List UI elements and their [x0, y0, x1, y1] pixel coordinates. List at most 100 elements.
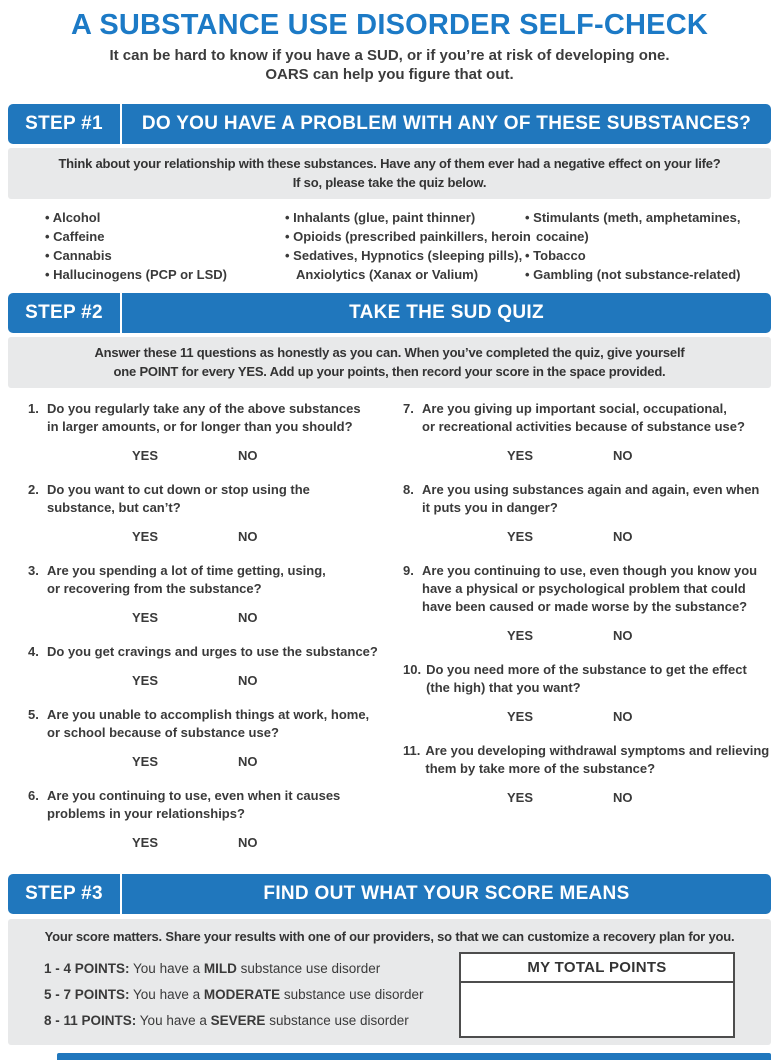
total-points-input-area[interactable] — [461, 983, 733, 1036]
question-text: Are you unable to accomplish things at w… — [47, 707, 370, 740]
score-row: 1 - 4 POINTS: You have a MILD substance … — [8, 952, 771, 1038]
page-subtitle: It can be hard to know if you have a SUD… — [109, 47, 670, 83]
no-option[interactable]: NO — [238, 529, 258, 544]
answer-row-4: YES NO — [28, 674, 403, 688]
substance-item: Hallucinogens (PCP or LSD) — [45, 265, 285, 284]
step3-heading: FIND OUT WHAT YOUR SCORE MEANS — [263, 883, 630, 904]
no-option[interactable]: NO — [613, 448, 633, 463]
substance-item: Alcohol — [45, 208, 285, 227]
no-option[interactable]: NO — [238, 448, 258, 463]
score-range-label: 8 - 11 POINTS: — [44, 1013, 137, 1028]
step3-label: STEP #3 — [8, 874, 122, 914]
question-number: 9. — [403, 563, 414, 578]
step2-label: STEP #2 — [8, 293, 122, 333]
question-number: 1. — [28, 401, 39, 416]
no-option[interactable]: NO — [238, 835, 258, 850]
score-legend: 1 - 4 POINTS: You have a MILD substance … — [44, 952, 423, 1034]
no-option[interactable]: NO — [238, 754, 258, 769]
score-level: SEVERE — [210, 1013, 266, 1028]
answer-row-10: YES NO — [403, 710, 779, 724]
yes-option[interactable]: YES — [132, 754, 159, 769]
score-range-severe: 8 - 11 POINTS: You have a SEVERE substan… — [44, 1013, 409, 1028]
yes-option[interactable]: YES — [507, 628, 534, 643]
substance-item: Inhalants (glue, paint thinner) — [285, 208, 525, 227]
score-level: MILD — [203, 961, 237, 976]
question-text: Are you giving up important social, occu… — [422, 401, 745, 434]
question-text: Are you spending a lot of time getting, … — [47, 563, 326, 596]
substance-item: Stimulants (meth, amphetamines, cocaine) — [525, 208, 779, 246]
no-option[interactable]: NO — [613, 529, 633, 544]
yes-option[interactable]: YES — [132, 610, 159, 625]
substance-item: Cannabis — [45, 246, 285, 265]
question-text: Are you continuing to use, even when it … — [47, 788, 341, 821]
step1-instruction: Think about your relationship with these… — [8, 148, 771, 199]
answer-row-3: YES NO — [28, 611, 403, 625]
question-11: 11. Are you developing withdrawal sympto… — [403, 742, 779, 778]
score-level: MODERATE — [203, 987, 281, 1002]
substance-column-2: Inhalants (glue, paint thinner) Opioids … — [285, 208, 531, 284]
yes-option[interactable]: YES — [507, 529, 534, 544]
answer-row-9: YES NO — [403, 629, 779, 643]
yes-option[interactable]: YES — [507, 448, 534, 463]
yes-option[interactable]: YES — [507, 790, 534, 805]
substance-item: Sedatives, Hypnotics (sleeping pills), A… — [285, 246, 525, 284]
question-number: 7. — [403, 401, 414, 416]
substance-column-3: Stimulants (meth, amphetamines, cocaine)… — [525, 208, 779, 284]
step2-instruction: Answer these 11 questions as honestly as… — [8, 337, 771, 388]
question-number: 2. — [28, 482, 39, 497]
yes-option[interactable]: YES — [132, 448, 159, 463]
yes-option[interactable]: YES — [132, 835, 159, 850]
answer-row-11: YES NO — [403, 791, 779, 805]
substance-list: Alcohol Caffeine Cannabis Hallucinogens … — [0, 199, 779, 284]
question-number: 6. — [28, 788, 39, 803]
total-points-label: MY TOTAL POINTS — [461, 954, 733, 983]
no-option[interactable]: NO — [613, 790, 633, 805]
step1-label: STEP #1 — [8, 104, 122, 144]
step2-bar: STEP #2 TAKE THE SUD QUIZ — [8, 293, 771, 333]
no-option[interactable]: NO — [613, 628, 633, 643]
substance-item: Gambling (not substance-related) — [525, 265, 779, 284]
score-range-moderate: 5 - 7 POINTS: You have a MODERATE substa… — [44, 987, 424, 1002]
question-number: 5. — [28, 707, 39, 722]
score-range-label: 1 - 4 POINTS: — [44, 961, 130, 976]
answer-row-7: YES NO — [403, 449, 779, 463]
question-text: Are you using substances again and again… — [422, 482, 760, 515]
substance-item: Opioids (prescribed painkillers, heroin — [285, 227, 531, 246]
answer-row-8: YES NO — [403, 530, 779, 544]
question-2: 2. Do you want to cut down or stop using… — [28, 481, 403, 517]
question-6: 6. Are you continuing to use, even when … — [28, 787, 403, 823]
question-text: Are you continuing to use, even though y… — [422, 563, 758, 614]
score-range-mild: 1 - 4 POINTS: You have a MILD substance … — [44, 961, 381, 976]
question-text: Do you get cravings and urges to use the… — [47, 644, 378, 659]
answer-row-2: YES NO — [28, 530, 403, 544]
no-option[interactable]: NO — [238, 673, 258, 688]
question-10: 10. Do you need more of the substance to… — [403, 661, 779, 697]
question-text: Do you need more of the substance to get… — [426, 662, 747, 695]
question-text: Do you regularly take any of the above s… — [47, 401, 361, 434]
step3-bar: STEP #3 FIND OUT WHAT YOUR SCORE MEANS — [8, 874, 771, 914]
yes-option[interactable]: YES — [132, 673, 159, 688]
answer-row-6: YES NO — [28, 836, 403, 850]
question-7: 7. Are you giving up important social, o… — [403, 400, 779, 436]
question-text: Do you want to cut down or stop using th… — [47, 482, 310, 515]
step1-bar: STEP #1 DO YOU HAVE A PROBLEM WITH ANY O… — [8, 104, 771, 144]
question-5: 5. Are you unable to accomplish things a… — [28, 706, 403, 742]
question-4: 4. Do you get cravings and urges to use … — [28, 643, 403, 661]
step2-heading: TAKE THE SUD QUIZ — [349, 302, 544, 323]
step3-instruction: Your score matters. Share your results w… — [44, 929, 735, 944]
total-points-box: MY TOTAL POINTS — [459, 952, 735, 1038]
yes-option[interactable]: YES — [507, 709, 534, 724]
no-option[interactable]: NO — [238, 610, 258, 625]
score-panel: Your score matters. Share your results w… — [8, 919, 771, 1045]
quiz-section: 1. Do you regularly take any of the abov… — [0, 388, 779, 868]
yes-option[interactable]: YES — [132, 529, 159, 544]
question-text: Are you developing withdrawal symptoms a… — [425, 743, 770, 776]
no-option[interactable]: NO — [613, 709, 633, 724]
substance-item: Tobacco — [525, 246, 779, 265]
question-8: 8. Are you using substances again and ag… — [403, 481, 779, 517]
question-number: 11. — [403, 743, 421, 758]
footer-accent-bar — [57, 1053, 771, 1060]
question-3: 3. Are you spending a lot of time gettin… — [28, 562, 403, 598]
answer-row-5: YES NO — [28, 755, 403, 769]
answer-row-1: YES NO — [28, 449, 403, 463]
